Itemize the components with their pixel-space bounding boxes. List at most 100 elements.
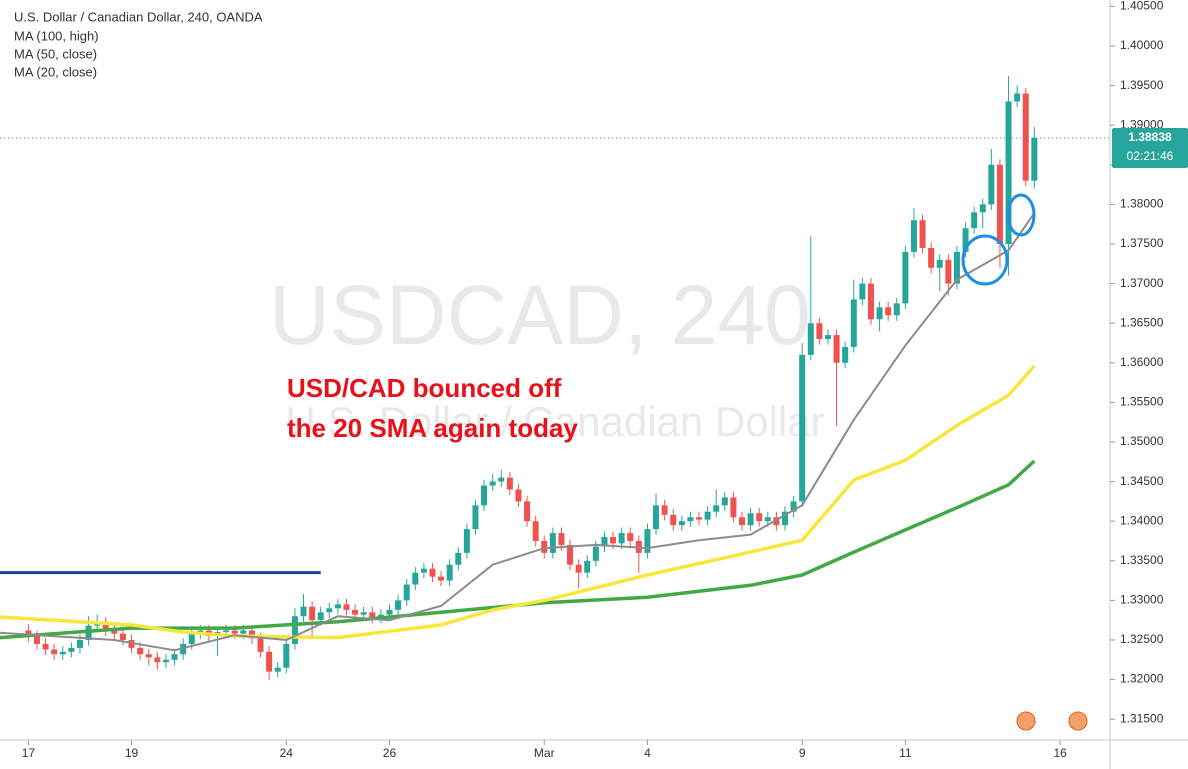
candle-body: [790, 501, 797, 512]
candle-body: [1014, 93, 1021, 102]
candle-body: [902, 251, 909, 304]
highlight-circle: [1006, 193, 1036, 237]
candle-body: [867, 283, 874, 320]
candle-body: [472, 505, 479, 530]
candle-body: [76, 639, 83, 648]
candle-body: [33, 636, 40, 644]
candle-body: [334, 604, 341, 609]
candle-body: [412, 572, 419, 585]
candle-body: [541, 540, 548, 553]
y-tick-label: 1.39500: [1120, 78, 1164, 92]
candle-body: [395, 600, 402, 610]
y-tick-label: 1.35000: [1120, 434, 1164, 448]
candle-body: [558, 533, 565, 545]
legend-entry: MA (50, close): [14, 46, 97, 61]
y-tick-label: 1.38000: [1120, 197, 1164, 211]
candle-body: [704, 511, 711, 520]
candle-body: [799, 354, 806, 502]
candle-body: [25, 630, 32, 637]
candle-body: [145, 654, 152, 658]
y-tick-label: 1.32500: [1120, 632, 1164, 646]
x-tick-label: 19: [125, 746, 139, 760]
candle-body: [1005, 101, 1012, 245]
candle-body: [489, 481, 496, 486]
candle-body: [257, 638, 264, 652]
candle-body: [824, 335, 831, 340]
y-tick-label: 1.34000: [1120, 513, 1164, 527]
candle-body: [51, 649, 58, 655]
legend-entry: MA (100, high): [14, 28, 99, 43]
candle-body: [678, 521, 685, 526]
y-tick-label: 1.37500: [1120, 236, 1164, 250]
candle-body: [240, 630, 247, 634]
candle-body: [618, 533, 625, 544]
last-price-label: 1.38838: [1128, 130, 1172, 144]
x-tick-label: Mar: [534, 746, 555, 760]
y-tick-label: 1.36500: [1120, 315, 1164, 329]
candle-body: [627, 533, 634, 541]
candle-body: [644, 529, 651, 553]
candle-body: [833, 335, 840, 363]
candle-body: [696, 517, 703, 520]
highlight-circle: [961, 234, 1009, 286]
candle-body: [102, 622, 109, 631]
candle-body: [893, 303, 900, 316]
candle-body: [747, 513, 754, 526]
candle-body: [515, 489, 522, 502]
candle-body: [119, 633, 126, 640]
candle-body: [807, 323, 814, 355]
candle-body: [532, 521, 539, 541]
countdown-label: 02:21:46: [1127, 149, 1174, 163]
candle-body: [996, 164, 1003, 245]
watermark-symbol: USDCAD, 240: [269, 268, 811, 362]
candle-body: [971, 212, 978, 229]
candle-body: [481, 485, 488, 506]
candle-body: [687, 517, 694, 522]
candle-body: [403, 584, 410, 601]
candle-body: [438, 576, 445, 581]
candle-body: [876, 307, 883, 320]
candle-body: [928, 247, 935, 268]
y-tick-label: 1.36000: [1120, 355, 1164, 369]
candle-body: [592, 546, 599, 561]
candle-body: [291, 616, 298, 644]
candle-body: [266, 651, 273, 672]
candle-body: [162, 659, 169, 663]
y-tick-label: 1.33000: [1120, 593, 1164, 607]
ma-line: [0, 364, 1036, 640]
event-icon: [1016, 711, 1036, 731]
candle-body: [773, 517, 780, 526]
watermark: USDCAD, 240 U.S. Dollar / Canadian Dolla…: [269, 268, 824, 445]
candle-body: [713, 505, 720, 512]
y-tick-label: 1.40000: [1120, 38, 1164, 52]
candle-body: [1022, 93, 1029, 181]
candle-body: [945, 259, 952, 284]
candle-body: [988, 164, 995, 205]
y-tick-label: 1.39000: [1120, 117, 1164, 131]
candle-body: [154, 657, 161, 663]
candle-body: [764, 517, 771, 522]
candle-body: [919, 220, 926, 248]
x-tick-label: 9: [799, 746, 806, 760]
candle-body: [816, 323, 823, 340]
candle-body: [962, 228, 969, 252]
y-tick-label: 1.37000: [1120, 276, 1164, 290]
x-tick-label: 16: [1053, 746, 1067, 760]
y-tick-label: 1.33500: [1120, 553, 1164, 567]
ma-line: [0, 459, 1036, 640]
plot-area: [0, 76, 1038, 680]
candle-body: [59, 651, 66, 655]
candle-body: [756, 513, 763, 522]
candle-body: [420, 568, 427, 573]
candle-body: [730, 497, 737, 518]
candle-body: [248, 630, 255, 639]
candle-body: [575, 564, 582, 573]
candle-body: [446, 564, 453, 581]
y-tick-label: 1.40500: [1120, 0, 1164, 13]
watermark-name: U.S. Dollar / Canadian Dollar: [285, 398, 824, 445]
y-tick-label: 1.35500: [1120, 395, 1164, 409]
annotation: USD/CAD bounced off: [287, 373, 562, 403]
candle-body: [859, 283, 866, 300]
